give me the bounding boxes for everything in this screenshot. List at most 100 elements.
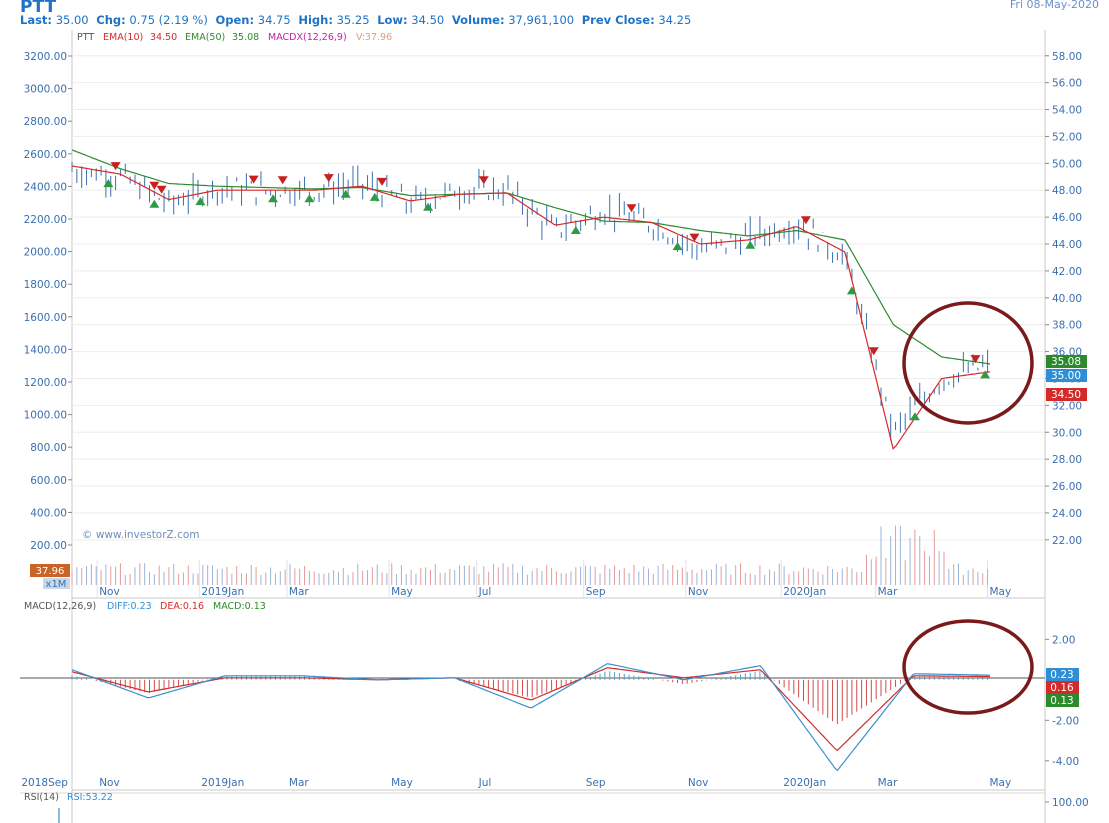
quote-date: Fri 08-May-2020: [1009, 0, 1099, 11]
left-axis-label: 3200.00: [24, 51, 67, 63]
x-axis-main: Nov 2019Jan Mar May Jul Sep Nov 2020Jan Mar May: [96, 560, 1011, 598]
left-axis-label: 1000.00: [24, 410, 67, 422]
right-axis-label: 54.00: [1052, 105, 1082, 117]
ema50-tag: [1046, 355, 1087, 368]
sell-signal-arrow: [110, 162, 121, 171]
right-axis-label: 46.00: [1052, 212, 1082, 224]
chg-value: 0.75 (2.19 %): [129, 13, 208, 27]
diff-line: [71, 663, 991, 772]
macd-tag: [1046, 694, 1079, 707]
quote-header: PTT Fri 08-May-2020 Last: 35.00 Chg: 0.7…: [0, 0, 1109, 28]
signal-arrows: [103, 162, 991, 421]
macd-x-axis-label: 2020Jan: [783, 777, 826, 789]
buy-signal-arrow: [268, 194, 279, 203]
legend-symbol: PTT: [77, 32, 94, 43]
right-axis-label: 52.00: [1052, 131, 1082, 143]
sell-signal-arrow: [323, 174, 334, 183]
low-label: Low:: [377, 13, 408, 27]
legend-ema50-value: 35.08: [232, 32, 259, 43]
macd-dea-label: DEA:0.16: [160, 601, 204, 612]
dea-tag: [1046, 681, 1079, 694]
left-axis-label: 600.00: [30, 475, 67, 487]
prev-close-label: Prev Close:: [581, 13, 655, 27]
macd-x-axis-label: Nov: [99, 777, 120, 789]
x-axis-label: Jul: [478, 586, 492, 598]
buy-signal-arrow: [304, 194, 315, 203]
legend-vol-label: V:37.96: [356, 32, 392, 43]
sell-signal-arrow: [149, 181, 160, 190]
ema50-line: [71, 149, 991, 365]
x-axis-label: Mar: [289, 586, 309, 598]
x-axis-label: Nov: [99, 586, 120, 598]
rsi-axis: 100.00: [1045, 797, 1089, 809]
main-legend: PTT EMA(10) 34.50 EMA(50) 35.08 MACDX(12…: [77, 32, 392, 43]
last-value: 35.00: [55, 13, 89, 27]
left-axis-label: 2400.00: [24, 181, 67, 193]
buy-signal-arrow: [149, 199, 160, 208]
price-bars: [71, 161, 989, 441]
volume-tags: 37.96 x1M: [30, 564, 70, 590]
x-axis-label: 2019Jan: [201, 586, 244, 598]
x-axis-label: 2020Jan: [783, 586, 826, 598]
open-value: 34.75: [257, 13, 291, 27]
last-label: Last:: [20, 13, 53, 27]
watermark: © www.investorZ.com: [82, 529, 200, 541]
left-axis-label: 400.00: [30, 507, 67, 519]
prev-close-value: 34.25: [658, 13, 692, 27]
sell-signal-arrow: [156, 185, 167, 194]
macd-x-axis-label: Mar: [878, 777, 898, 789]
sell-signal-arrow: [626, 204, 637, 213]
left-axis-label: 2800.00: [24, 116, 67, 128]
macd-x-axis-label: May: [391, 777, 413, 789]
left-axis-label: 3000.00: [24, 84, 67, 96]
right-axis-label: 38.00: [1052, 320, 1082, 332]
left-axis-label: 2000.00: [24, 247, 67, 259]
macd-axis-label: 2.00: [1052, 634, 1075, 646]
right-axis-label: 24.00: [1052, 508, 1082, 520]
right-axis-label: 28.00: [1052, 454, 1082, 466]
diff-tag-text: 0.23: [1050, 669, 1073, 681]
macd-x-axis-label: Jul: [478, 777, 492, 789]
left-axis-label: 1200.00: [24, 377, 67, 389]
right-axis: 58.00 56.00 54.00 52.00 50.00 48.00 46.00 44.00…: [1045, 51, 1082, 547]
buy-signal-arrow: [980, 370, 991, 379]
dea-tag-text: 0.16: [1050, 682, 1074, 694]
sell-signal-arrow: [277, 176, 288, 185]
volume-value-tag: 37.96: [36, 566, 65, 577]
buy-signal-arrow: [423, 202, 434, 211]
quote-line: Last: 35.00 Chg: 0.75 (2.19 %) Open: 34.…: [20, 13, 695, 27]
ticker-symbol: PTT: [20, 0, 57, 17]
macd-x-axis-label: Mar: [289, 777, 309, 789]
rsi-label: RSI(14): [24, 792, 59, 803]
sell-signal-arrow: [868, 347, 879, 356]
legend-macdx-label: MACDX(12,26,9): [268, 32, 347, 43]
sell-signal-arrow: [478, 176, 489, 185]
sell-signal-arrow: [377, 177, 388, 186]
right-axis-label: 30.00: [1052, 427, 1082, 439]
macd-tags: 0.23 0.16 0.13: [1046, 668, 1079, 707]
left-axis-label: 2200.00: [24, 214, 67, 226]
x-axis-label: Sep: [586, 586, 606, 598]
macd-value-label: MACD:0.13: [213, 601, 266, 612]
right-axis-label: 22.00: [1052, 535, 1082, 547]
right-axis-label: 40.00: [1052, 293, 1082, 305]
left-axis-label: 1800.00: [24, 279, 67, 291]
sell-signal-arrow: [800, 216, 811, 225]
annotation-circle-macd: [902, 619, 1034, 715]
buy-signal-arrow: [570, 225, 581, 234]
rsi-value-label: RSI:53.22: [67, 792, 113, 803]
sell-signal-arrow: [689, 233, 700, 242]
left-axis-label: 2600.00: [24, 149, 67, 161]
macd-diff-label: DIFF:0.23: [107, 601, 152, 612]
left-axis-label: 1400.00: [24, 344, 67, 356]
dea-line: [71, 667, 991, 752]
right-axis-label: 50.00: [1052, 158, 1082, 170]
price-tags: 35.08 35.00 34.50: [1046, 355, 1087, 401]
diff-tag: [1046, 668, 1079, 681]
buy-signal-arrow: [672, 242, 683, 251]
volume-bars: [71, 525, 989, 585]
low-value: 34.50: [411, 13, 445, 27]
macd-tag-text: 0.13: [1050, 695, 1073, 707]
rsi-axis-tick: 100.00: [1052, 797, 1089, 809]
